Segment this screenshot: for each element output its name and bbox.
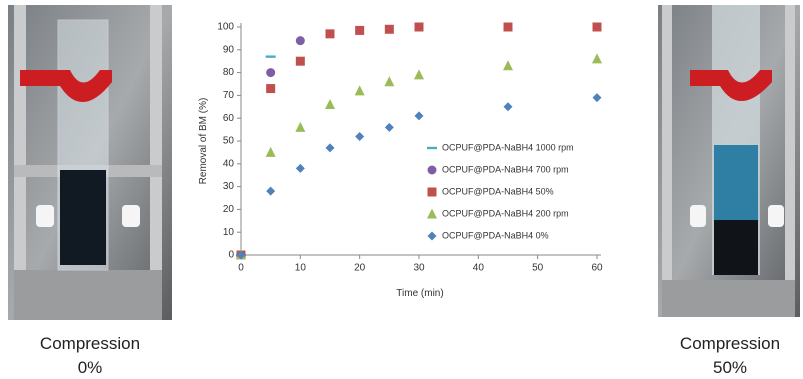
marker (414, 111, 424, 121)
y-tick-label: 30 (223, 181, 235, 192)
marker (354, 85, 365, 96)
marker (295, 36, 305, 46)
x-tick-label: 20 (354, 263, 366, 274)
caption-line: 0% (78, 358, 103, 377)
legend-marker (427, 231, 437, 241)
legend-marker (427, 165, 437, 175)
marker (295, 163, 305, 173)
y-tick-label: 80 (223, 67, 235, 78)
marker (503, 22, 513, 32)
y-tick-label: 20 (223, 204, 235, 215)
photo-right (658, 5, 800, 317)
marker (384, 76, 395, 87)
legend-label: OCPUF@PDA-NaBH4 50% (442, 186, 554, 196)
y-tick-label: 60 (223, 113, 235, 124)
marker (414, 22, 424, 32)
caption-line: Compression (680, 334, 780, 353)
marker (355, 25, 365, 35)
legend-label: OCPUF@PDA-NaBH4 0% (442, 230, 549, 240)
x-tick-label: 0 (238, 263, 244, 274)
x-tick-label: 60 (591, 263, 603, 274)
y-tick-label: 70 (223, 90, 235, 101)
marker (266, 84, 276, 94)
x-axis-label: Time (min) (396, 288, 443, 299)
marker (325, 29, 335, 39)
caption-line: 50% (713, 358, 747, 377)
marker (384, 122, 394, 132)
marker (503, 60, 513, 71)
marker (295, 121, 306, 132)
x-tick-label: 50 (532, 263, 544, 274)
y-axis-label: Removal of BM (%) (198, 98, 209, 185)
legend-marker (427, 187, 437, 197)
y-tick-label: 90 (223, 44, 235, 55)
marker (384, 24, 394, 34)
marker (265, 146, 276, 157)
marker (355, 131, 365, 141)
legend-label: OCPUF@PDA-NaBH4 700 rpm (442, 164, 569, 174)
y-tick-label: 100 (217, 22, 234, 33)
y-tick-label: 40 (223, 158, 235, 169)
caption-line: Compression (40, 334, 140, 353)
x-tick-label: 10 (295, 263, 307, 274)
legend-marker (427, 208, 437, 219)
marker (295, 56, 305, 66)
y-tick-label: 0 (228, 250, 234, 261)
photo-left (8, 5, 172, 320)
marker (266, 186, 276, 196)
y-tick-label: 10 (223, 227, 235, 238)
marker (265, 55, 276, 58)
marker (266, 68, 276, 78)
legend-label: OCPUF@PDA-NaBH4 200 rpm (442, 208, 569, 218)
y-tick-label: 50 (223, 136, 235, 147)
marker (592, 22, 602, 32)
marker (325, 143, 335, 153)
marker (592, 93, 602, 103)
marker (236, 250, 246, 260)
legend-label: OCPUF@PDA-NaBH4 1000 rpm (442, 142, 574, 152)
x-tick-label: 30 (413, 263, 425, 274)
marker (325, 99, 335, 110)
legend-marker (427, 146, 437, 150)
x-tick-label: 40 (473, 263, 485, 274)
marker (414, 69, 424, 80)
marker (503, 102, 513, 112)
marker (592, 53, 602, 64)
